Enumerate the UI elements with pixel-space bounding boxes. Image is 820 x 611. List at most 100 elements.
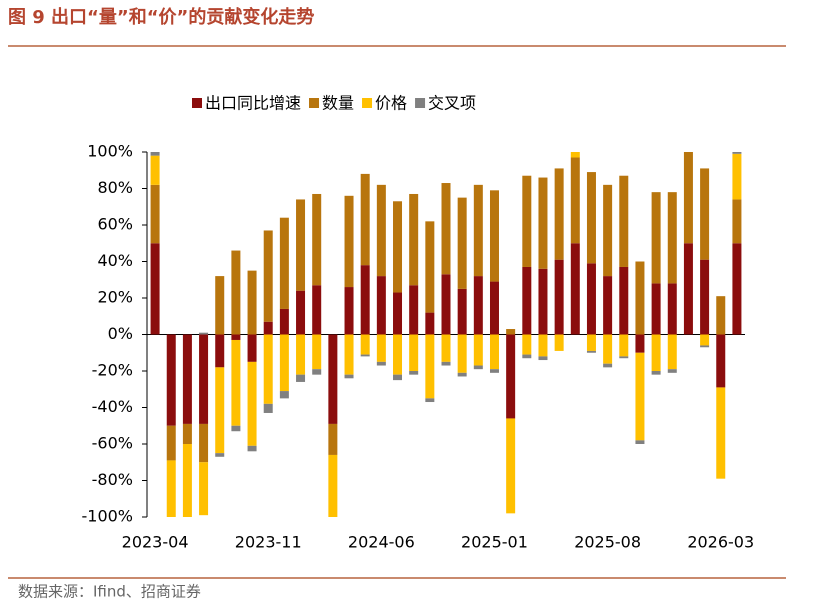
y-tick-label: 40% [97, 251, 133, 270]
y-tick-label: 20% [97, 288, 133, 307]
bar-segment [603, 334, 613, 364]
bar-segment [393, 292, 403, 335]
bar-segment [215, 334, 225, 368]
x-tick-label: 2023-11 [235, 533, 302, 552]
bar-segment [344, 287, 354, 335]
bar-segment [522, 334, 532, 355]
bar-segment [215, 276, 225, 335]
bar-segment [247, 361, 257, 446]
bar-segment [700, 345, 710, 348]
bar-segment [328, 334, 338, 424]
bar-segment [603, 276, 613, 335]
bar-segment [457, 197, 467, 289]
bar-segment [150, 184, 160, 244]
y-tick-label: -40% [92, 397, 133, 416]
bar-segment [425, 221, 435, 313]
bar-segment [409, 193, 419, 286]
bar-segment [635, 440, 645, 444]
legend-swatch [192, 98, 202, 108]
chart-title: 图 9 出口“量”和“价”的贡献变化走势 [8, 6, 314, 28]
bar-segment [199, 462, 209, 516]
bar-segment [489, 281, 499, 335]
legend-label: 数量 [322, 94, 354, 113]
bar-segment [441, 361, 451, 366]
bar-segment [376, 334, 386, 362]
bar-segment [457, 334, 467, 373]
bar-segment [376, 361, 386, 366]
bar-segment [441, 334, 451, 362]
bar-segment [328, 454, 338, 517]
bar-segment [651, 192, 661, 284]
x-tick-label: 2023-04 [122, 533, 189, 552]
bar-segment [732, 199, 742, 244]
bar-segment [150, 152, 160, 156]
bar-segment [506, 334, 516, 419]
bar-segment [506, 329, 516, 335]
bar-segment [376, 276, 386, 335]
bar-segment [263, 321, 273, 335]
x-tick-label: 2025-01 [461, 533, 528, 552]
bar-segment [586, 263, 596, 335]
bar-segment [312, 193, 322, 286]
bar-segment [344, 334, 354, 375]
bar-segment [619, 266, 629, 335]
bar-segment [360, 334, 370, 355]
bar-segment [570, 157, 580, 244]
bar-segment [393, 334, 403, 375]
bar-segment [619, 356, 629, 359]
bar-segment [344, 374, 354, 379]
bar-segment [716, 387, 726, 479]
bar-segment [473, 334, 483, 366]
bar-segment [166, 334, 176, 426]
bar-segment [279, 308, 289, 335]
legend-swatch [309, 98, 320, 108]
x-tick-label: 2025-08 [574, 533, 641, 552]
bar-segment [667, 369, 677, 373]
bar-segment [522, 354, 532, 359]
bar-segment [603, 184, 613, 277]
bar-segment [328, 423, 338, 455]
x-tick-label: 2024-06 [348, 533, 415, 552]
bar-segment [538, 177, 548, 269]
bar-segment [425, 312, 435, 335]
bar-segment [247, 445, 257, 452]
bar-segment [247, 334, 257, 362]
bar-segment [263, 230, 273, 322]
bar-segment [279, 391, 289, 399]
bar-segment [586, 172, 596, 264]
bar-segment [360, 354, 370, 357]
bar-segment [635, 334, 645, 353]
bar-segment [651, 283, 661, 335]
bar-segment [344, 195, 354, 288]
bar-segment [409, 371, 419, 375]
bar-segment [182, 334, 192, 424]
bar-segment [263, 403, 273, 413]
bar-segment [489, 190, 499, 282]
bar-segment [473, 365, 483, 370]
bar-segment [473, 276, 483, 335]
bar-segment [393, 374, 403, 381]
bar-segment [538, 356, 548, 361]
bar-segment [441, 274, 451, 335]
bar-segment [150, 155, 160, 185]
bar-segment [716, 296, 726, 335]
bar-segment [231, 334, 241, 340]
bar-segment [247, 270, 257, 335]
bar-segment [538, 334, 548, 357]
bar-segment [199, 334, 209, 424]
bar-segment [554, 259, 564, 335]
bar-segment [522, 175, 532, 267]
bar-segment [473, 184, 483, 277]
bar-segment [700, 334, 710, 346]
bar-segment [215, 453, 225, 457]
bar-segment [586, 350, 596, 353]
bar-segment [312, 334, 322, 370]
bar-segment [150, 243, 160, 335]
bar-segment [199, 423, 209, 463]
bar-segment [489, 369, 499, 373]
bar-segment [732, 153, 742, 200]
bar-segment [586, 334, 596, 351]
bar-segment [409, 334, 419, 371]
bar-segment [570, 152, 580, 158]
bar-segment [506, 418, 516, 514]
